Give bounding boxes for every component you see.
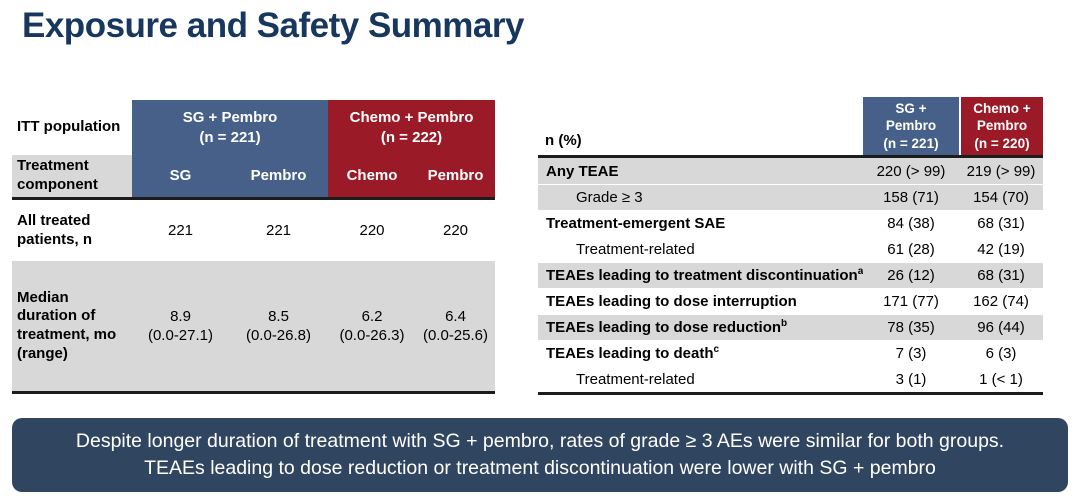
component-header-chemo: Chemo bbox=[328, 155, 416, 197]
table-row: Treatment-emergent SAE 84 (38) 68 (31) bbox=[538, 210, 1043, 236]
cell-value: 26 (12) bbox=[887, 267, 935, 284]
cell-value: 6.4 (0.0-25.6) bbox=[416, 261, 495, 391]
row-label: All treated patients, n bbox=[17, 211, 93, 248]
range-value: (0.0-26.8) bbox=[245, 327, 312, 344]
group-name: Chemo + Pembro bbox=[349, 109, 474, 126]
median-value: 8.5 bbox=[268, 307, 289, 325]
chemo-pembro-group-header: Chemo + Pembro (n = 222) bbox=[328, 100, 495, 155]
cell-value: 8.5 (0.0-26.8) bbox=[229, 261, 328, 391]
cell-value: 221 bbox=[265, 221, 292, 239]
range-value: (0.0-26.3) bbox=[339, 327, 405, 344]
cell-value: 42 (19) bbox=[977, 241, 1025, 258]
safety-table: n (%) SG + Pembro (n = 221) Chemo + Pemb… bbox=[538, 97, 1043, 395]
cell-value: 61 (28) bbox=[887, 241, 935, 258]
median-value: 6.4 bbox=[445, 307, 466, 325]
all-treated-row: All treated patients, n 221 221 220 220 bbox=[12, 200, 495, 261]
cell-value: 8.9 (0.0-27.1) bbox=[132, 261, 229, 391]
cell-value: 1 (< 1) bbox=[979, 371, 1023, 388]
header-line: SG + bbox=[895, 100, 927, 116]
row-label: TEAEs leading to dose interruption bbox=[546, 293, 797, 310]
summary-text: Despite longer duration of treatment wit… bbox=[75, 430, 1005, 479]
table-row: TEAEs leading to dose interruption 171 (… bbox=[538, 288, 1043, 314]
median-value: 8.9 bbox=[170, 307, 191, 325]
cell-value: 154 (70) bbox=[973, 189, 1029, 206]
cell-value: 219 (> 99) bbox=[966, 162, 1036, 180]
cell-value: 220 bbox=[359, 221, 385, 239]
treatment-component-row: Treatment component SG Pembro Chemo Pemb… bbox=[12, 155, 495, 197]
table-row: TEAEs leading to deathc 7 (3) 6 (3) bbox=[538, 340, 1043, 366]
cell-value: 171 (77) bbox=[883, 293, 939, 310]
safety-table-header: n (%) SG + Pembro (n = 221) Chemo + Pemb… bbox=[538, 97, 1043, 155]
cell-value: 78 (35) bbox=[887, 319, 935, 336]
cell-value: 96 (44) bbox=[977, 319, 1025, 336]
table-header-divider bbox=[12, 197, 495, 200]
table-row: TEAEs leading to treatment discontinuati… bbox=[538, 262, 1043, 288]
table-header-divider bbox=[538, 155, 1043, 158]
cell-value: 84 (38) bbox=[887, 215, 935, 232]
cell-value: 220 bbox=[442, 221, 469, 239]
group-name: SG + Pembro bbox=[182, 109, 278, 126]
cell-value: 6 (3) bbox=[985, 345, 1017, 362]
chemo-pembro-column-header: Chemo + Pembro (n = 220) bbox=[959, 97, 1043, 155]
row-label: Grade ≥ 3 bbox=[576, 189, 643, 206]
table-row: Treatment-related 3 (1) 1 (< 1) bbox=[538, 366, 1043, 392]
sg-pembro-column-header: SG + Pembro (n = 221) bbox=[863, 97, 959, 155]
cell-value: 7 (3) bbox=[895, 345, 927, 362]
exposure-group-header-row: ITT population SG + Pembro (n = 221) Che… bbox=[12, 100, 495, 155]
header-line: (n = 221) bbox=[883, 135, 939, 151]
header-line: Pembro bbox=[976, 118, 1028, 134]
cell-value: 162 (74) bbox=[973, 293, 1029, 310]
cell-value: 68 (31) bbox=[977, 215, 1025, 232]
summary-callout: Despite longer duration of treatment wit… bbox=[12, 418, 1068, 492]
table-row: Any TEAE 220 (> 99) 219 (> 99) bbox=[538, 158, 1043, 184]
component-header-sg: SG bbox=[132, 155, 229, 197]
table-bottom-border bbox=[12, 391, 495, 394]
median-duration-row: Median duration of treatment, mo (range)… bbox=[12, 261, 495, 391]
row-label: Any TEAE bbox=[546, 162, 619, 180]
range-value: (0.0-25.6) bbox=[422, 327, 489, 344]
component-header-pembro2: Pembro bbox=[416, 155, 495, 197]
row-label: Treatment-related bbox=[576, 241, 695, 258]
treatment-component-label: Treatment component bbox=[12, 155, 132, 197]
header-line: Chemo + bbox=[973, 100, 1031, 116]
exposure-table: ITT population SG + Pembro (n = 221) Che… bbox=[12, 100, 495, 394]
table-row: Treatment-related 61 (28) 42 (19) bbox=[538, 236, 1043, 262]
sg-pembro-group-header: SG + Pembro (n = 221) bbox=[132, 100, 328, 155]
cell-value: 221 bbox=[167, 221, 194, 239]
footnote-marker: b bbox=[781, 319, 788, 329]
group-n: (n = 222) bbox=[380, 128, 443, 146]
footnote-marker: c bbox=[713, 345, 720, 355]
median-value: 6.2 bbox=[361, 307, 383, 325]
header-line: (n = 220) bbox=[974, 135, 1030, 151]
cell-value: 158 (71) bbox=[883, 189, 939, 206]
cell-value: 6.2 (0.0-26.3) bbox=[328, 261, 416, 391]
cell-value: 3 (1) bbox=[895, 371, 927, 388]
row-label: Median duration of treatment, mo (range) bbox=[17, 288, 117, 362]
footnote-marker: a bbox=[857, 267, 863, 277]
itt-population-label: ITT population bbox=[17, 118, 121, 136]
component-header-pembro: Pembro bbox=[229, 155, 328, 197]
table-row: TEAEs leading to dose reductionb 78 (35)… bbox=[538, 314, 1043, 340]
row-label: Treatment-emergent SAE bbox=[546, 215, 726, 232]
group-n: (n = 221) bbox=[199, 128, 261, 146]
header-line: Pembro bbox=[885, 118, 937, 134]
table-row: Grade ≥ 3 158 (71) 154 (70) bbox=[538, 184, 1043, 210]
row-label: Treatment-related bbox=[576, 371, 695, 388]
page-title: Exposure and Safety Summary bbox=[22, 6, 524, 45]
range-value: (0.0-27.1) bbox=[147, 327, 214, 344]
row-label: TEAEs leading to treatment discontinuati… bbox=[546, 267, 858, 284]
cell-value: 220 (> 99) bbox=[876, 162, 946, 180]
row-label: TEAEs leading to dose reduction bbox=[546, 319, 782, 336]
cell-value: 68 (31) bbox=[977, 267, 1025, 284]
table-bottom-border bbox=[538, 392, 1043, 395]
n-percent-label: n (%) bbox=[545, 132, 582, 149]
row-label: TEAEs leading to death bbox=[546, 345, 714, 362]
